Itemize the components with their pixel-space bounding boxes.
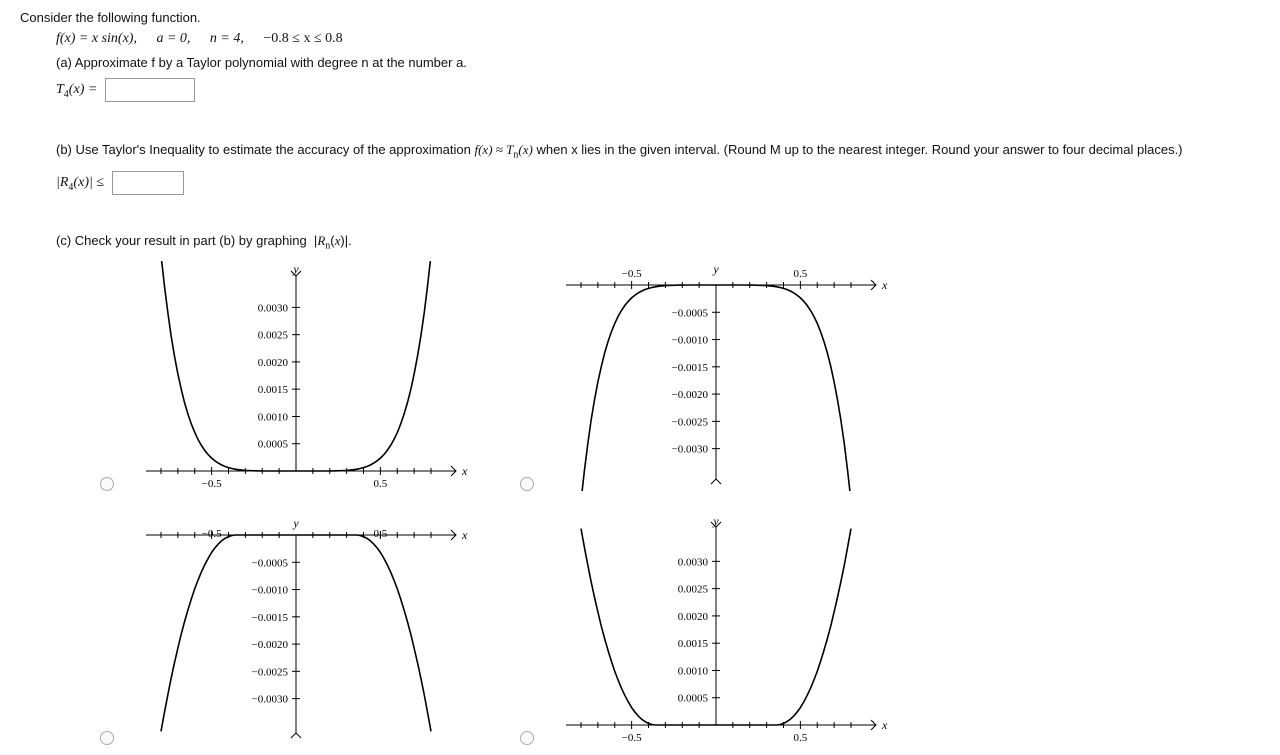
svg-text:0.0030: 0.0030 (258, 303, 289, 315)
svg-text:0.0010: 0.0010 (258, 412, 289, 424)
graph-option-3[interactable]: y x −0.5 0.5 −0.0005 −0.0010 −0.0015 −0.0020 −0.… (100, 515, 480, 745)
svg-text:−0.5: −0.5 (202, 478, 222, 490)
svg-text:0.0025: 0.0025 (678, 584, 709, 596)
a-eq: a = 0, (156, 31, 190, 46)
svg-text:0.0005: 0.0005 (258, 439, 289, 451)
svg-text:y: y (712, 515, 719, 528)
graphs-grid: y x −0.5 0.5 0.0005 0.0010 0.0015 0.0020 0.0025 0… (20, 261, 900, 745)
radio-3[interactable] (100, 731, 114, 745)
svg-text:0.0020: 0.0020 (258, 357, 289, 369)
svg-text:−0.5: −0.5 (622, 732, 642, 744)
t4-input[interactable] (105, 78, 195, 102)
svg-text:−0.0030: −0.0030 (672, 444, 709, 456)
part-b-mid: when x lies in the given interval. (Roun… (537, 142, 1183, 157)
function-definition: f(x) = x sin(x), a = 0, n = 4, −0.8 ≤ x … (20, 31, 1260, 47)
graph-2-svg: y x −0.5 0.5 −0.0005 −0.0010 −0.0015 −0.0020 −0.… (546, 261, 896, 491)
svg-text:−0.0020: −0.0020 (672, 389, 709, 401)
svg-text:0.0005: 0.0005 (678, 693, 709, 705)
svg-text:0.0015: 0.0015 (258, 384, 289, 396)
part-c-prompt: (c) Check your result in part (b) by gra… (20, 233, 1260, 252)
svg-text:−0.0025: −0.0025 (672, 417, 709, 429)
graph-option-2[interactable]: y x −0.5 0.5 −0.0005 −0.0010 −0.0015 −0.0020 −0.… (520, 261, 900, 491)
svg-text:−0.0015: −0.0015 (672, 362, 709, 374)
part-b-pre: (b) Use Taylor's Inequality to estimate … (56, 142, 474, 157)
svg-text:y: y (712, 262, 719, 276)
svg-text:0.0025: 0.0025 (258, 330, 289, 342)
svg-text:0.0015: 0.0015 (678, 638, 709, 650)
part-b-prompt: (b) Use Taylor's Inequality to estimate … (20, 140, 1260, 163)
svg-text:0.0020: 0.0020 (678, 611, 709, 623)
interval: −0.8 ≤ x ≤ 0.8 (263, 31, 342, 46)
svg-text:y: y (292, 262, 299, 276)
svg-text:0.0010: 0.0010 (678, 666, 709, 678)
t4-label: T4(x) = (56, 82, 97, 97)
svg-text:y: y (292, 516, 299, 530)
svg-text:−0.0010: −0.0010 (672, 335, 709, 347)
svg-text:x: x (881, 278, 888, 292)
svg-text:x: x (461, 528, 468, 542)
svg-text:−0.0010: −0.0010 (252, 585, 289, 597)
svg-text:0.5: 0.5 (794, 732, 808, 744)
svg-text:−0.0025: −0.0025 (252, 667, 289, 679)
svg-text:0.5: 0.5 (374, 528, 388, 540)
svg-text:0.5: 0.5 (374, 478, 388, 490)
r4-input[interactable] (112, 171, 184, 195)
fn-lhs: f(x) = (56, 31, 88, 46)
graph-3-svg: y x −0.5 0.5 −0.0005 −0.0010 −0.0015 −0.0020 −0.… (126, 515, 476, 745)
n-eq: n = 4, (210, 31, 244, 46)
part-a-answer-row: T4(x) = (20, 78, 1260, 102)
svg-text:−0.0020: −0.0020 (252, 639, 289, 651)
svg-text:−0.5: −0.5 (622, 268, 642, 280)
graph-4-svg: y x −0.5 0.5 0.0005 0.0010 0.0015 0.0020 0.0025 0… (546, 515, 896, 745)
svg-text:−0.0015: −0.0015 (252, 612, 289, 624)
r4-label: |R4(x)| ≤ (56, 175, 104, 190)
radio-2[interactable] (520, 477, 534, 491)
radio-4[interactable] (520, 731, 534, 745)
graph-option-1[interactable]: y x −0.5 0.5 0.0005 0.0010 0.0015 0.0020 0.0025 0… (100, 261, 480, 491)
intro-text: Consider the following function. (20, 10, 1260, 25)
graph-1-svg: y x −0.5 0.5 0.0005 0.0010 0.0015 0.0020 0.0025 0… (126, 261, 476, 491)
part-b-approx: f(x) ≈ Tn(x) (474, 142, 532, 157)
part-b-answer-row: |R4(x)| ≤ (20, 171, 1260, 195)
svg-text:x: x (881, 718, 888, 732)
svg-text:0.5: 0.5 (794, 268, 808, 280)
svg-text:−0.0005: −0.0005 (252, 557, 289, 569)
svg-text:x: x (461, 464, 468, 478)
svg-text:−0.0005: −0.0005 (672, 307, 709, 319)
fn-rhs: x sin(x), (92, 31, 137, 46)
radio-1[interactable] (100, 477, 114, 491)
svg-text:−0.0030: −0.0030 (252, 694, 289, 706)
part-a-prompt: (a) Approximate f by a Taylor polynomial… (20, 55, 1260, 70)
svg-text:−0.5: −0.5 (202, 528, 222, 540)
graph-option-4[interactable]: y x −0.5 0.5 0.0005 0.0010 0.0015 0.0020 0.0025 0… (520, 515, 900, 745)
svg-text:0.0030: 0.0030 (678, 557, 709, 569)
